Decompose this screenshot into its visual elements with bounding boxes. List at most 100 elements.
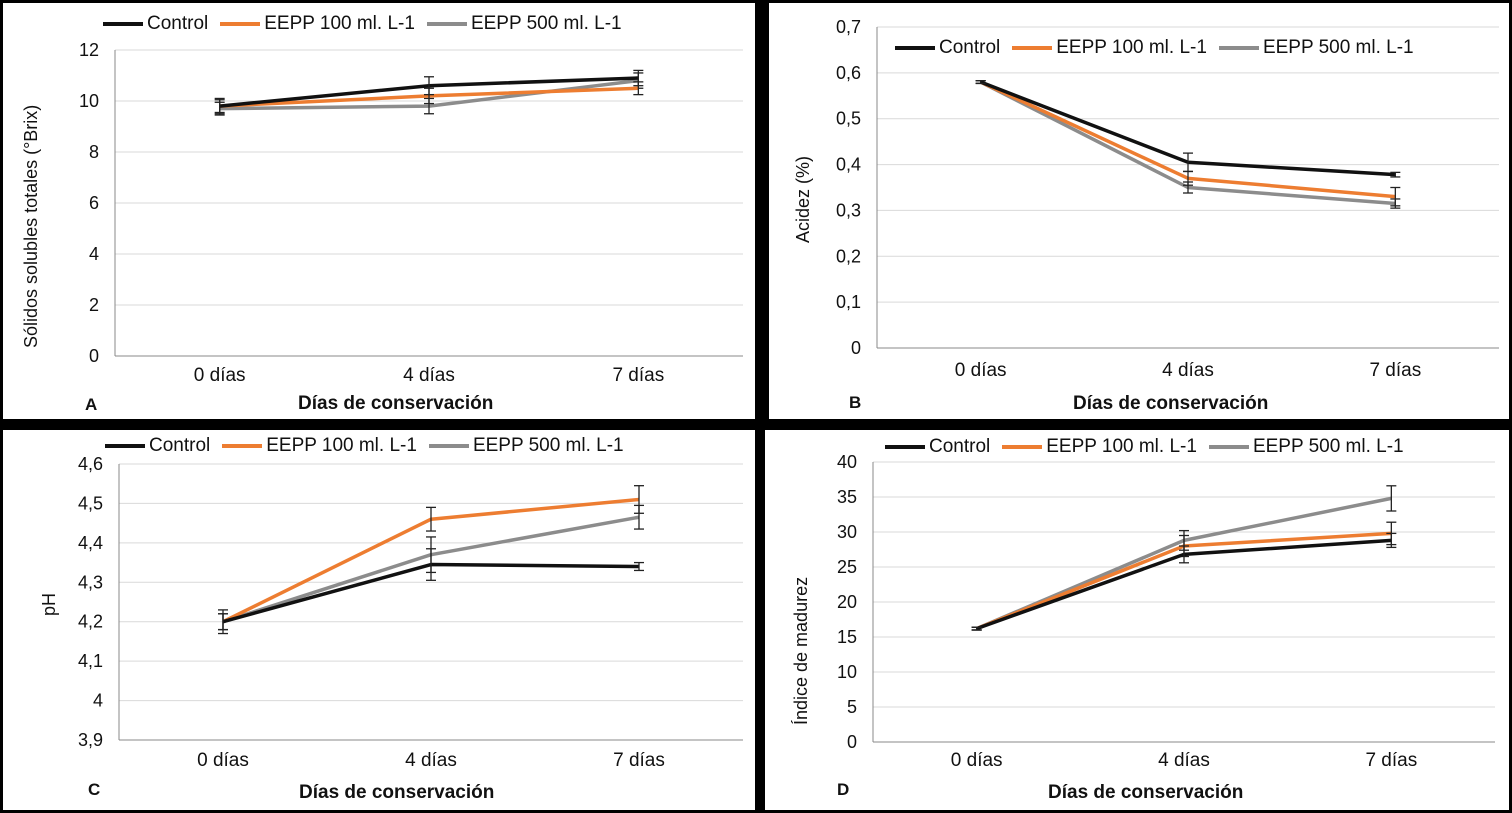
x-tick-label: 4 días xyxy=(1158,750,1210,771)
y-tick-label: 35 xyxy=(837,487,857,507)
legend-swatch-eepp100 xyxy=(220,22,261,26)
y-tick-label: 4,3 xyxy=(78,572,103,592)
chart-svg: 0 5 10 15 20 25 30 35 40 0 días 4 días 7 días xyxy=(837,452,1495,771)
y-tick-label: 0,6 xyxy=(836,63,861,83)
x-tick-label: 0 días xyxy=(194,365,246,386)
chart-panel-c: 3,9 4 4,1 4,2 4,3 4,4 4,5 4,6 0 días 4 días 7 días… xyxy=(3,430,755,810)
y-axis-label: Sólidos solubles totales (°Brix) xyxy=(21,104,41,348)
y-tick-label: 0 xyxy=(89,346,99,366)
legend-item-eepp500: EEPP 500 ml. L-1 xyxy=(1208,436,1404,458)
legend-label: EEPP 500 ml. L-1 xyxy=(1262,37,1414,58)
y-tick-label: 0,7 xyxy=(836,17,861,37)
x-axis-label: Días de conservación xyxy=(1073,393,1269,414)
chart-legend: Control EEPP 100 ml. L-1 EEPP 500 ml. L-… xyxy=(885,436,1416,458)
legend-swatch-control xyxy=(895,46,935,50)
chart-panel-b: 0 0,1 0,2 0,3 0,4 0,5 0,6 0,7 0 días 4 días 7 días… xyxy=(769,3,1509,419)
legend-label: Control xyxy=(939,37,1001,58)
legend-swatch-eepp500 xyxy=(426,22,467,26)
y-tick-label: 0,1 xyxy=(836,292,861,312)
legend-label: EEPP 100 ml. L-1 xyxy=(264,13,415,34)
y-tick-label: 2 xyxy=(89,295,99,315)
panel-label: D xyxy=(837,780,850,799)
x-axis-label: Días de conservación xyxy=(1048,782,1244,803)
panel-label: A xyxy=(85,395,98,414)
chart-panel-a: 0 2 4 6 8 10 12 0 días 4 días 7 días Control EEPP… xyxy=(3,3,755,419)
x-axis-label: Días de conservación xyxy=(298,393,494,414)
legend-label: Control xyxy=(929,436,991,457)
y-tick-label: 4,6 xyxy=(78,454,103,474)
legend-swatch-eepp500 xyxy=(1208,445,1249,449)
legend-item-eepp500: EEPP 500 ml. L-1 xyxy=(428,435,624,457)
y-tick-label: 15 xyxy=(837,627,857,647)
y-tick-label: 4,5 xyxy=(78,493,103,513)
y-tick-label: 0,5 xyxy=(836,109,861,129)
legend-item-control: Control xyxy=(103,13,208,35)
x-tick-label: 7 días xyxy=(1369,360,1421,381)
legend-label: EEPP 100 ml. L-1 xyxy=(266,435,417,456)
x-tick-label: 7 días xyxy=(1365,750,1417,771)
y-tick-label: 30 xyxy=(837,522,857,542)
legend-label: Control xyxy=(149,435,211,456)
y-tick-label: 4 xyxy=(89,244,99,264)
panel-label: C xyxy=(88,780,101,799)
legend-item-eepp100: EEPP 100 ml. L-1 xyxy=(222,435,417,457)
y-axis-label: pH xyxy=(39,592,59,616)
legend-label: EEPP 500 ml. L-1 xyxy=(470,13,622,34)
legend-swatch-control xyxy=(885,445,925,449)
legend-item-control: Control xyxy=(105,435,210,457)
legend-swatch-eepp500 xyxy=(1218,46,1259,50)
y-tick-label: 0,3 xyxy=(836,200,861,220)
y-tick-label: 0,4 xyxy=(836,155,861,175)
chart-svg: 0 2 4 6 8 10 12 0 días 4 días 7 días xyxy=(79,40,743,386)
legend-label: EEPP 500 ml. L-1 xyxy=(472,435,624,456)
y-tick-label: 0 xyxy=(847,732,857,752)
y-tick-label: 10 xyxy=(837,662,857,682)
y-tick-label: 4,1 xyxy=(78,651,103,671)
x-tick-label: 7 días xyxy=(612,365,664,386)
y-tick-label: 12 xyxy=(79,40,99,60)
chart-svg: 0 0,1 0,2 0,3 0,4 0,5 0,6 0,7 0 días 4 días 7 días xyxy=(836,17,1499,381)
x-tick-label: 4 días xyxy=(405,750,457,771)
y-tick-label: 20 xyxy=(837,592,857,612)
y-tick-label: 25 xyxy=(837,557,857,577)
x-tick-label: 0 días xyxy=(955,360,1007,381)
y-tick-label: 4,2 xyxy=(78,612,103,632)
legend-swatch-eepp500 xyxy=(428,444,469,448)
legend-item-control: Control xyxy=(885,436,990,458)
chart-panel-d: 0 5 10 15 20 25 30 35 40 0 días 4 días 7 días Contr… xyxy=(765,430,1509,810)
chart-legend: Control EEPP 100 ml. L-1 EEPP 500 ml. L-… xyxy=(103,13,634,35)
legend-item-control: Control xyxy=(895,37,1000,59)
legend-swatch-control xyxy=(105,444,145,448)
legend-swatch-control xyxy=(103,22,143,26)
chart-legend: Control EEPP 100 ml. L-1 EEPP 500 ml. L-… xyxy=(105,435,636,457)
series-line-2 xyxy=(975,496,1392,631)
y-axis-label: Acidez (%) xyxy=(793,155,813,243)
x-tick-label: 0 días xyxy=(197,750,249,771)
legend-label: EEPP 100 ml. L-1 xyxy=(1046,436,1197,457)
legend-label: EEPP 100 ml. L-1 xyxy=(1056,37,1207,58)
x-tick-label: 7 días xyxy=(613,750,665,771)
x-tick-label: 4 días xyxy=(1162,360,1214,381)
legend-item-eepp100: EEPP 100 ml. L-1 xyxy=(1002,436,1197,458)
panel-label: B xyxy=(849,393,862,412)
x-axis-label: Días de conservación xyxy=(299,782,495,803)
legend-item-eepp500: EEPP 500 ml. L-1 xyxy=(1218,37,1414,59)
y-tick-label: 40 xyxy=(837,452,857,472)
legend-swatch-eepp100 xyxy=(222,444,263,448)
chart-svg: 3,9 4 4,1 4,2 4,3 4,4 4,5 4,6 0 días 4 días 7 días xyxy=(78,454,743,771)
y-tick-label: 0,2 xyxy=(836,246,861,266)
y-tick-label: 10 xyxy=(79,91,99,111)
y-tick-label: 6 xyxy=(89,193,99,213)
y-tick-label: 4 xyxy=(93,691,103,711)
legend-item-eepp100: EEPP 100 ml. L-1 xyxy=(1012,37,1207,59)
legend-item-eepp500: EEPP 500 ml. L-1 xyxy=(426,13,622,35)
legend-swatch-eepp100 xyxy=(1002,445,1043,449)
y-tick-label: 4,4 xyxy=(78,533,103,553)
y-tick-label: 8 xyxy=(89,142,99,162)
legend-item-eepp100: EEPP 100 ml. L-1 xyxy=(220,13,415,35)
legend-swatch-eepp100 xyxy=(1012,46,1053,50)
legend-label: Control xyxy=(147,13,209,34)
legend-label: EEPP 500 ml. L-1 xyxy=(1252,436,1404,457)
y-tick-label: 0 xyxy=(851,338,861,358)
y-tick-label: 5 xyxy=(847,697,857,717)
